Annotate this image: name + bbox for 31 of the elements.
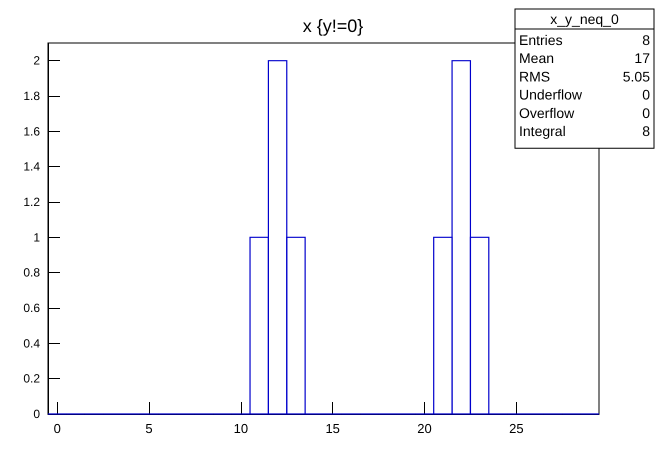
y-tick-label: 0.8 (23, 266, 40, 280)
y-tick-label: 0.2 (23, 372, 40, 386)
y-tick-label: 1.8 (23, 89, 40, 103)
y-tick-label: 1 (33, 230, 40, 244)
text: 5.05 (622, 68, 650, 84)
y-tick-label: 2 (33, 54, 40, 68)
chart-title: x {y!=0} (302, 16, 364, 36)
annotation: Mean (519, 50, 554, 66)
y-tick-label: 0.4 (23, 336, 40, 350)
y-tick-label: 1.4 (23, 160, 40, 174)
y-tick-label: 0.6 (23, 301, 40, 315)
x-tick-label: 20 (417, 421, 432, 436)
text: 8 (642, 123, 650, 139)
x-tick-label: 25 (509, 421, 524, 436)
x-tick-label: 10 (234, 421, 248, 436)
text: 0 (642, 86, 650, 103)
y-tick-label: 0 (33, 407, 40, 421)
annotation: Entries (519, 32, 563, 48)
text: 8 (642, 32, 650, 48)
x-tick-label: 5 (145, 421, 153, 436)
text: 17 (634, 50, 650, 66)
x-tick-label: 0 (54, 421, 61, 436)
y-tick-label: 1.2 (23, 195, 40, 209)
annotation: Underflow (519, 86, 583, 103)
text: 0 (642, 104, 650, 121)
y-tick-label: 1.6 (23, 124, 40, 138)
annotation: Integral (519, 123, 566, 139)
annotation: Overflow (519, 104, 576, 121)
text: x_y_neq_0 (550, 11, 619, 27)
annotation: RMS (519, 68, 550, 84)
x-tick-label: 15 (325, 421, 340, 436)
